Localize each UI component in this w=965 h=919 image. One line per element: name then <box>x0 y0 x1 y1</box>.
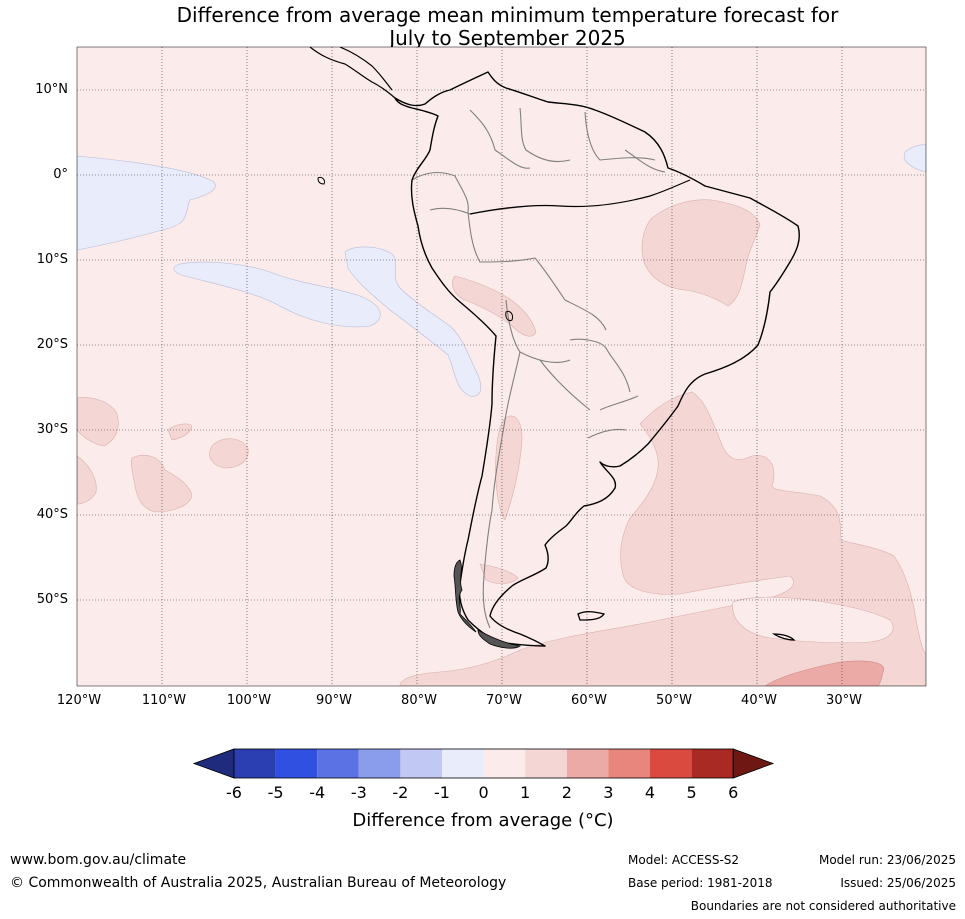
amazon-river <box>469 179 691 215</box>
lon-label: 50°W <box>656 693 692 708</box>
colorbar-bin <box>691 749 734 778</box>
lon-label: 70°W <box>486 693 522 708</box>
colorbar-outline <box>233 748 734 779</box>
lat-label: 10°N <box>35 82 68 97</box>
colorbar-tick-label: 6 <box>728 783 739 802</box>
colorbar-tick-label: 5 <box>686 783 697 802</box>
colorbar-bin <box>275 749 318 778</box>
colorbar-bin <box>317 749 359 778</box>
colorbar-tick-label: 3 <box>603 783 614 802</box>
colorbar-bin <box>566 749 609 778</box>
colorbar-bin <box>234 749 276 778</box>
strong-warm-anomaly-area <box>764 660 885 686</box>
colorbar-bin <box>525 749 567 778</box>
lon-label: 100°W <box>226 693 272 708</box>
lon-label: 90°W <box>316 693 352 708</box>
model-run-text: Model run: 23/06/2025 <box>818 853 956 867</box>
lat-label: 10°S <box>36 252 68 267</box>
lat-label: 0° <box>53 167 68 182</box>
disclaimer-text: Boundaries are not considered authoritat… <box>690 899 956 913</box>
colorbar-tick-label: -3 <box>350 783 367 802</box>
colorbar-max-arrow <box>732 748 775 779</box>
colorbar-bin <box>358 749 401 778</box>
lat-label: 30°S <box>36 422 68 437</box>
colorbar-tick-label: -6 <box>226 783 242 802</box>
colorbar-title: Difference from average (°C) <box>352 810 614 831</box>
south-georgia <box>771 633 796 641</box>
lon-label: 60°W <box>571 693 607 708</box>
colorbar-bin <box>650 749 692 778</box>
central-america-coastline <box>309 47 396 99</box>
lake-titicaca <box>505 311 513 321</box>
colorbar-tick-label: 2 <box>561 783 572 802</box>
website-text: www.bom.gov.au/climate <box>10 852 187 868</box>
falkland-islands <box>577 611 606 621</box>
colorbar-tick-label: 4 <box>644 783 656 802</box>
lon-label: 30°W <box>826 693 862 708</box>
base-period-text: Base period: 1981-2018 <box>628 876 773 890</box>
colorbar-tick-label: -4 <box>309 783 326 802</box>
model-text: Model: ACCESS-S2 <box>628 853 740 867</box>
colorbar-bin <box>442 749 484 778</box>
colorbar-tick-label: -2 <box>392 783 409 802</box>
lat-label: 20°S <box>36 337 68 352</box>
colorbar <box>192 748 775 779</box>
patagonia-islands <box>453 559 522 649</box>
cool-inset-area <box>732 596 894 644</box>
lat-label: 40°S <box>36 507 68 522</box>
lon-label: 40°W <box>741 693 777 708</box>
lon-label: 80°W <box>401 693 437 708</box>
lon-label: 120°W <box>56 693 102 708</box>
colorbar-tick-label: -5 <box>267 783 284 802</box>
south-america-coastline <box>394 71 800 647</box>
colorbar-bin <box>608 749 650 778</box>
title-line-2: July to September 2025 <box>389 26 626 50</box>
colorbar-min-arrow <box>192 748 235 779</box>
lon-label: 110°W <box>141 693 187 708</box>
issued-text: Issued: 25/06/2025 <box>840 876 956 890</box>
galapagos-islands <box>317 177 325 185</box>
colorbar-tick-label: 0 <box>478 783 489 802</box>
colorbar-tick-label: -1 <box>434 783 450 802</box>
lat-label: 50°S <box>36 592 68 607</box>
colorbar-tick-label: 1 <box>520 783 531 802</box>
colorbar-bin <box>400 749 442 778</box>
gridlines <box>77 47 926 686</box>
copyright-text: © Commonwealth of Australia 2025, Austra… <box>10 875 507 891</box>
map-frame <box>76 46 927 687</box>
title-line-1: Difference from average mean minimum tem… <box>176 3 839 27</box>
chart-title: Difference from average mean minimum tem… <box>0 4 965 50</box>
colorbar-bin <box>483 749 526 778</box>
